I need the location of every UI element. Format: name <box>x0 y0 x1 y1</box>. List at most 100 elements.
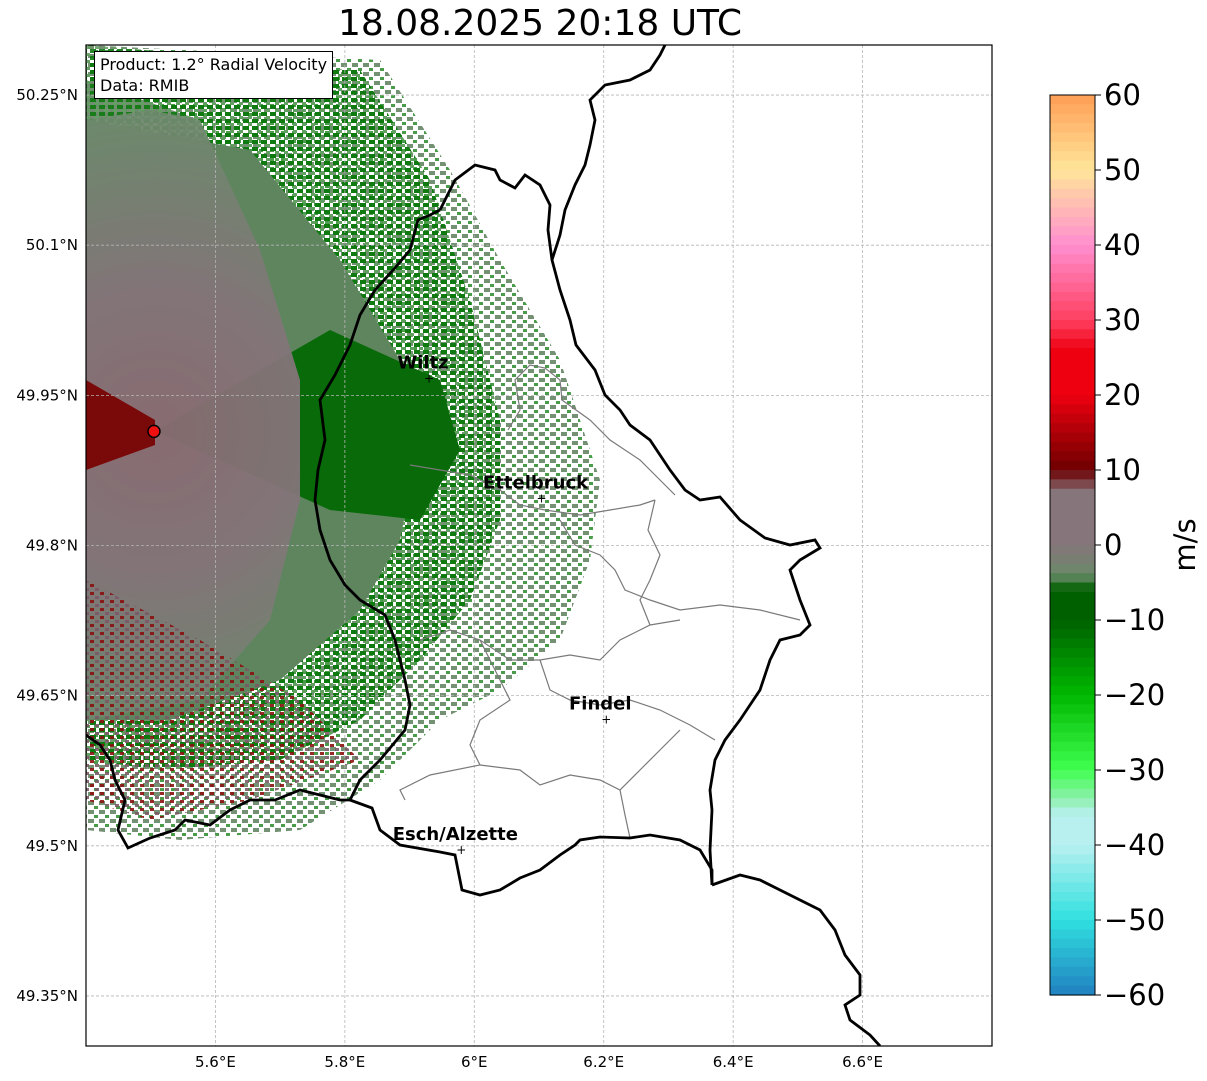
colorbar-band <box>1050 207 1095 218</box>
colorbar-tick-label: −20 <box>1104 678 1165 712</box>
colorbar-band <box>1050 329 1095 340</box>
colorbar-band <box>1050 929 1095 940</box>
radar-data-layer <box>86 45 600 840</box>
colorbar-band <box>1050 488 1095 499</box>
lat-tick-label: 49.35°N <box>16 987 78 1005</box>
colorbar-band <box>1050 479 1095 490</box>
colorbar-band <box>1050 470 1095 480</box>
border-bel-west <box>313 208 441 801</box>
colorbar-band <box>1050 573 1095 584</box>
colorbar-tick-label: 20 <box>1104 378 1141 412</box>
colorbar-band <box>1050 526 1095 537</box>
colorbar-band <box>1050 451 1095 462</box>
radar-site-marker <box>147 424 161 439</box>
colorbar-band <box>1050 245 1095 255</box>
colorbar-band <box>1050 910 1095 921</box>
lon-tick-label: 5.6°E <box>195 1053 236 1071</box>
colorbar-band <box>1050 779 1095 790</box>
canton-boundary <box>507 364 676 496</box>
data-source-label: Data: RMIB <box>100 76 190 95</box>
colorbar-band <box>1050 966 1095 977</box>
colorbar-band <box>1050 741 1095 752</box>
boundaries-layer <box>86 45 882 1046</box>
city-marker-icon: + <box>601 713 611 727</box>
colorbar-band <box>1050 366 1095 377</box>
colorbar-band <box>1050 751 1095 762</box>
lat-tick-label: 49.65°N <box>16 687 78 705</box>
canton-boundary <box>559 519 801 621</box>
product-info-box: Product: 1.2° Radial Velocity Data: RMIB <box>94 51 334 99</box>
colorbar-band <box>1050 920 1095 930</box>
colorbar: 60 50 40 30 20 10 0 −10 −20 −30 −40 −50 −60 m/s <box>1049 80 1202 1012</box>
colorbar-band <box>1050 376 1095 387</box>
lat-tick-label: 50.1°N <box>26 236 78 254</box>
colorbar-tick-label: 60 <box>1104 80 1141 112</box>
canton-boundary <box>479 729 681 791</box>
colorbar-ticks: 60 50 40 30 20 10 0 −10 −20 −30 −40 −50 −60 <box>1095 80 1165 1012</box>
colorbar-band <box>1050 891 1095 902</box>
colorbar-band <box>1050 160 1095 171</box>
canton-boundary <box>539 659 716 741</box>
colorbar-band <box>1050 263 1095 274</box>
colorbar-band <box>1050 123 1095 134</box>
colorbar-band <box>1050 291 1095 302</box>
colorbar-band <box>1050 948 1095 959</box>
colorbar-band <box>1050 582 1095 593</box>
colorbar-tick-label: 10 <box>1104 453 1141 487</box>
colorbar-band <box>1050 395 1095 405</box>
colorbar-label: m/s <box>1168 518 1202 571</box>
colorbar-band <box>1050 732 1095 743</box>
colorbar-band <box>1050 151 1095 162</box>
city-label: Esch/Alzette <box>393 824 518 845</box>
colorbar-band <box>1050 170 1095 180</box>
echo-outbound-wedge <box>155 330 460 520</box>
colorbar-band <box>1050 273 1095 284</box>
colorbar-band <box>1050 301 1095 312</box>
border-ger-fra <box>711 873 882 1046</box>
echo-near-range <box>86 80 300 720</box>
colorbar-band <box>1050 320 1095 330</box>
border-lux-bel <box>438 163 822 886</box>
colorbar-band <box>1050 113 1095 124</box>
canton-boundary <box>619 789 631 839</box>
colorbar-band <box>1050 863 1095 874</box>
colorbar-bands <box>1050 95 1095 996</box>
colorbar-band <box>1050 179 1095 190</box>
colorbar-band <box>1050 976 1095 987</box>
colorbar-band <box>1050 441 1095 452</box>
canton-boundary <box>409 464 656 516</box>
colorbar-band <box>1050 648 1095 659</box>
colorbar-band <box>1050 901 1095 912</box>
colorbar-band <box>1050 723 1095 734</box>
map-frame <box>85 44 993 1047</box>
colorbar-band <box>1050 845 1095 855</box>
colorbar-band <box>1050 226 1095 237</box>
colorbar-tick-label: 40 <box>1104 228 1141 262</box>
colorbar-tick-label: 0 <box>1104 528 1122 562</box>
colorbar-band <box>1050 695 1095 705</box>
chart-title: 18.08.2025 20:18 UTC <box>337 3 743 44</box>
lon-tick-label: 6°E <box>461 1053 488 1071</box>
colorbar-band <box>1050 554 1095 565</box>
colorbar-band <box>1050 545 1095 555</box>
city-labels: +Wiltz+Ettelbruck+Findel+Esch/Alzette <box>393 352 632 856</box>
lon-tick-label: 5.8°E <box>324 1053 365 1071</box>
colorbar-band <box>1050 95 1095 105</box>
lat-tick-label: 50.25°N <box>16 86 78 104</box>
colorbar-band <box>1050 563 1095 574</box>
colorbar-tick-label: −40 <box>1104 828 1165 862</box>
colorbar-band <box>1050 404 1095 415</box>
border-fra-bel <box>86 733 350 850</box>
colorbar-band <box>1050 638 1095 649</box>
colorbar-band <box>1050 835 1095 846</box>
canton-boundary <box>639 499 661 626</box>
colorbar-band <box>1050 460 1095 471</box>
colorbar-band <box>1050 432 1095 443</box>
border-bel-ger-north <box>550 45 667 261</box>
city-marker-icon: + <box>424 371 434 385</box>
colorbar-band <box>1050 620 1095 630</box>
colorbar-tick-label: −30 <box>1104 753 1165 787</box>
colorbar-band <box>1050 854 1095 865</box>
lat-tick-label: 49.95°N <box>16 386 78 404</box>
colorbar-band <box>1050 666 1095 677</box>
